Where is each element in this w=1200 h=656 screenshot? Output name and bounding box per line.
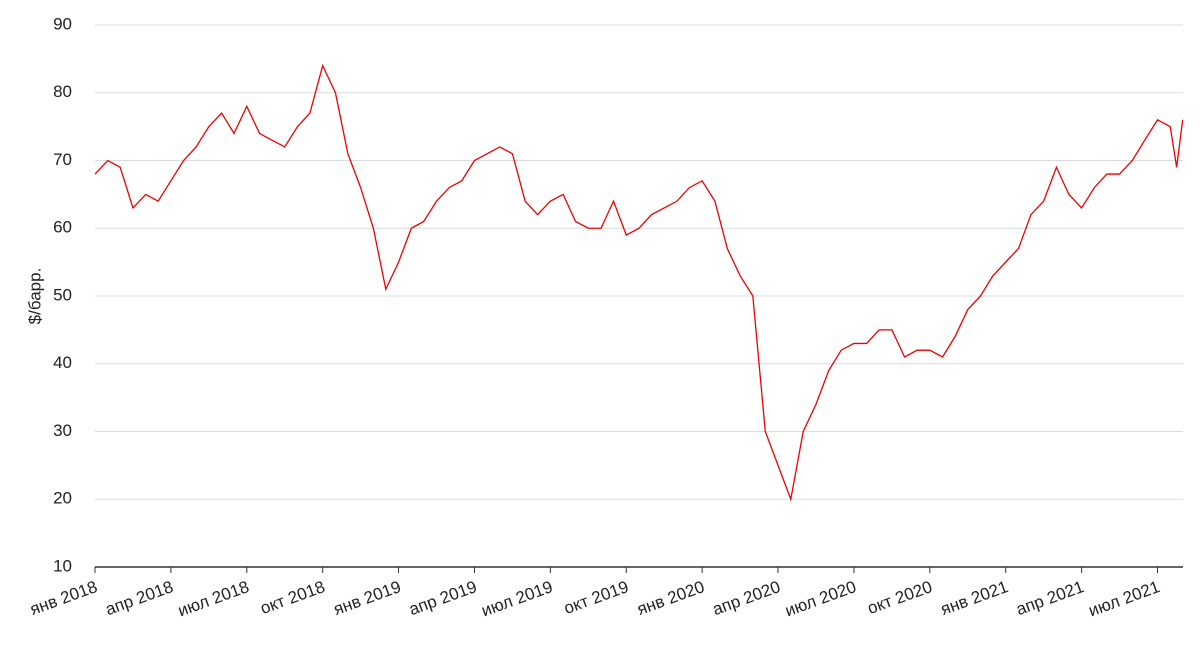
x-tick-label: окт 2020 <box>865 577 935 618</box>
y-tick-label: 20 <box>53 489 72 508</box>
x-tick-label: июл 2018 <box>175 577 251 620</box>
x-tick-label: апр 2021 <box>1014 577 1087 619</box>
y-tick-label: 30 <box>53 421 72 440</box>
y-tick-label: 90 <box>53 14 72 33</box>
x-tick-label: окт 2018 <box>258 577 328 618</box>
x-tick-label: июл 2019 <box>479 577 555 620</box>
y-tick-label: 70 <box>53 150 72 169</box>
x-tick-label: янв 2021 <box>938 577 1010 619</box>
x-tick-label: янв 2018 <box>27 577 99 619</box>
x-tick-label: апр 2018 <box>103 577 176 619</box>
y-tick-label: 40 <box>53 353 72 372</box>
y-tick-label: 10 <box>53 556 72 575</box>
y-tick-label: 80 <box>53 82 72 101</box>
x-tick-label: окт 2019 <box>561 577 631 618</box>
line <box>94 63 1184 502</box>
y-axis-label: $/барр. <box>25 268 44 325</box>
x-tick-label: апр 2020 <box>710 577 783 619</box>
x-tick-label: апр 2019 <box>406 577 479 619</box>
x-tick-label: июл 2020 <box>782 577 858 620</box>
x-tick-label: янв 2020 <box>635 577 707 619</box>
x-tick-label: июл 2021 <box>1086 577 1162 620</box>
y-tick-label: 60 <box>53 218 72 237</box>
y-tick-label: 50 <box>53 285 72 304</box>
x-tick-label: янв 2019 <box>331 577 403 619</box>
